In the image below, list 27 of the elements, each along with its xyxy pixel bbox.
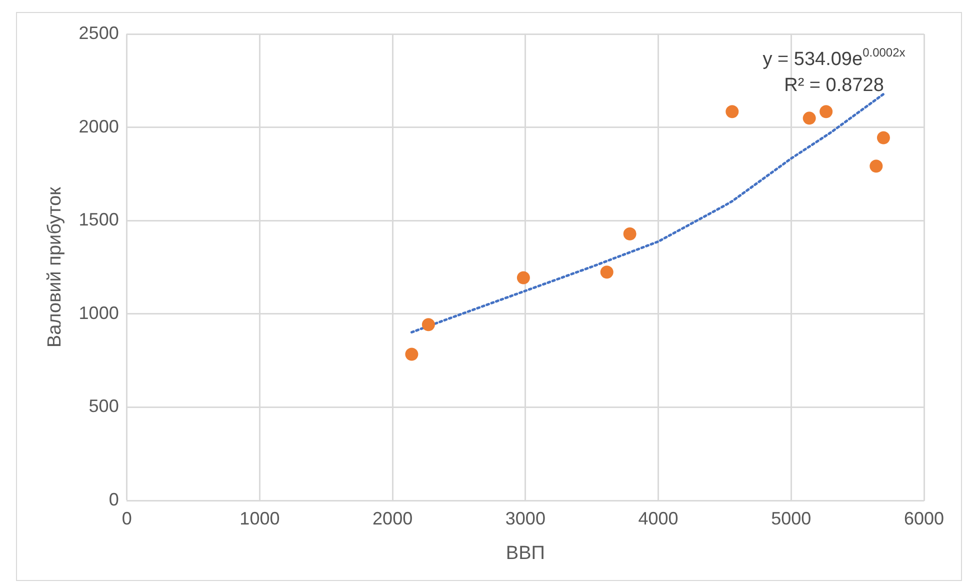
- x-tick-label: 5000: [771, 508, 812, 528]
- point: [422, 318, 435, 332]
- x-tick-label: 4000: [638, 508, 678, 528]
- point: [802, 112, 816, 125]
- point: [876, 131, 890, 144]
- y-tick-label: 2500: [78, 22, 119, 43]
- x-axis-title: ВВП: [506, 542, 545, 564]
- x-tick-label: 3000: [505, 508, 546, 528]
- y-tick-label: 0: [108, 490, 119, 510]
- y-tick-label: 1500: [78, 210, 119, 230]
- y-axis-title: Валовий прибуток: [44, 186, 66, 348]
- y-tick-label: 2000: [78, 116, 119, 136]
- x-tick-label: 2000: [372, 508, 413, 528]
- point: [820, 105, 833, 118]
- y-tick-label: 500: [88, 396, 119, 416]
- point: [623, 227, 636, 240]
- point: [600, 266, 614, 279]
- x-tick-label: 0: [122, 508, 132, 528]
- point: [516, 271, 530, 284]
- annotation: R² = 0.8728: [784, 75, 884, 96]
- point: [726, 105, 739, 118]
- point: [405, 348, 418, 361]
- point: [870, 160, 883, 173]
- x-tick-label: 1000: [240, 508, 280, 528]
- y-tick-label: 1000: [78, 302, 119, 323]
- line-series: [410, 92, 885, 334]
- x-tick-label: 6000: [904, 508, 944, 528]
